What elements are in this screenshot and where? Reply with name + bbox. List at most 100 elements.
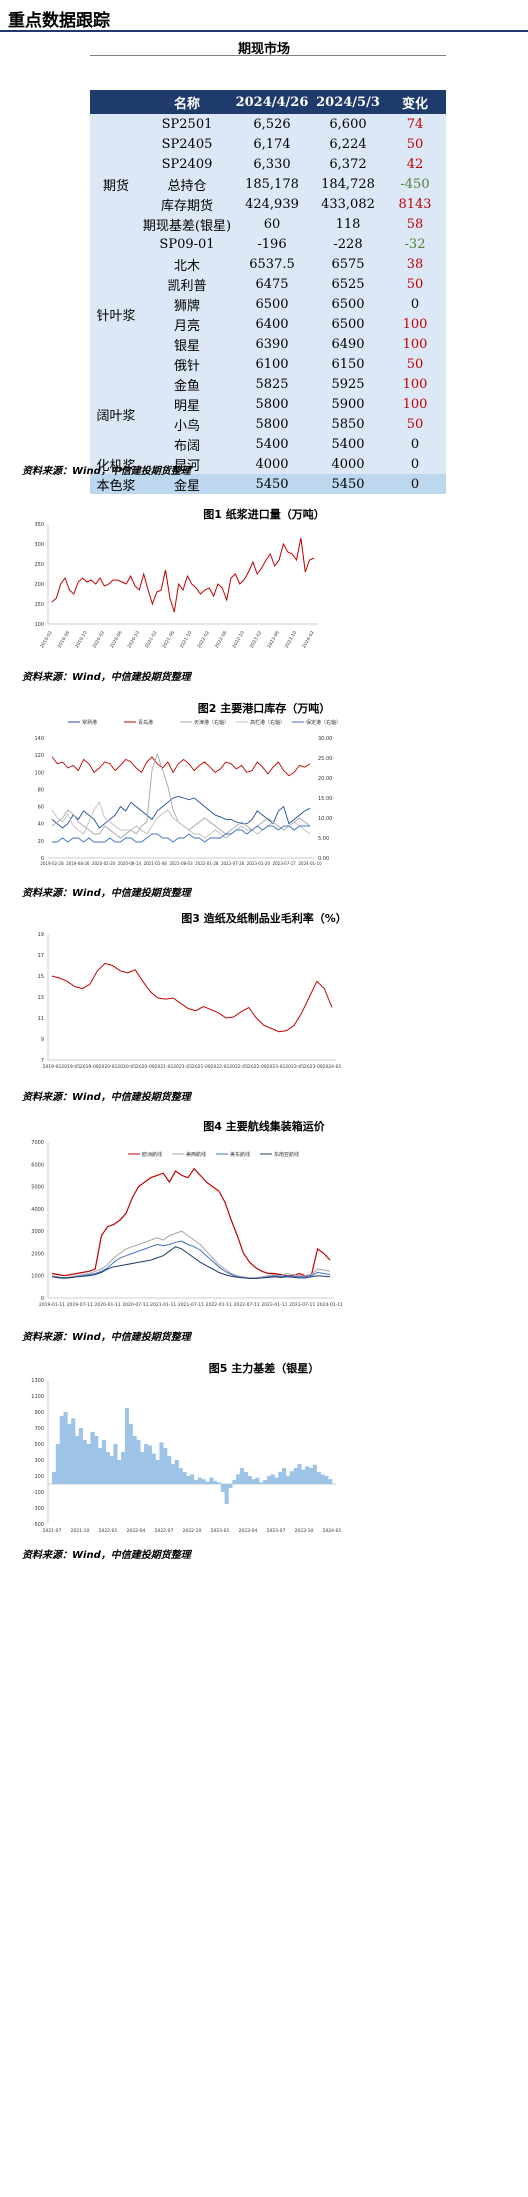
- chart2-left-ytick: 140: [34, 736, 44, 742]
- row-name: 库存期货: [160, 198, 213, 214]
- chart5-bar: [78, 1428, 83, 1484]
- chart5-bar: [67, 1424, 72, 1484]
- chart3-xtick: 2019-01: [43, 1064, 62, 1070]
- chart5-bar: [220, 1484, 225, 1492]
- row-group-label: 化机浆: [96, 458, 136, 474]
- chart1-ytick: 300: [34, 542, 44, 548]
- chart5-title: 图5 主力基差（银星）: [208, 1362, 320, 1375]
- chart4-xtick: 2022-07-11: [234, 1302, 260, 1308]
- chart5-bar: [205, 1481, 210, 1484]
- table-row: 银星 6390 6490 100: [90, 334, 446, 354]
- chart1-xtick: 2021-10: [179, 630, 194, 649]
- table-row: SP09-01 -196 -228 -32: [90, 234, 446, 254]
- page-title: 重点数据跟踪: [8, 11, 110, 31]
- chart5-bar: [52, 1472, 57, 1484]
- chart5-bar: [190, 1474, 195, 1484]
- chart5-bar: [270, 1474, 275, 1484]
- chart3-xtick: 2019-05: [61, 1064, 80, 1070]
- chart3-xtick: 2019-09: [80, 1064, 99, 1070]
- row-value-2: 433,082: [321, 196, 375, 212]
- chart1-title: 图1 纸浆进口量（万吨）: [203, 508, 325, 521]
- row-value-2: 6500: [331, 316, 365, 332]
- chart5-bar: [197, 1477, 202, 1484]
- chart1-xtick: 2021-02: [144, 630, 159, 649]
- chart5-xtick: 2023-07: [267, 1528, 286, 1534]
- table-row: 针叶浆 北木 6537.5 6575 38: [90, 254, 446, 324]
- chart3-ytick: 13: [38, 995, 44, 1001]
- chart5-ytick: -500: [33, 1522, 44, 1528]
- chart2-left-ytick: 120: [34, 753, 44, 759]
- chart1-ytick: 350: [34, 522, 44, 528]
- chart4-ytick: 5000: [31, 1185, 44, 1191]
- chart4-title: 图4 主要航线集装箱运价: [203, 1120, 325, 1133]
- row-change: 100: [402, 336, 428, 352]
- chart3-xtick: 2020-05: [117, 1064, 136, 1070]
- chart5-bar: [121, 1452, 126, 1484]
- row-name: 总持仓: [167, 178, 207, 194]
- chart3-xtick: 2022-05: [229, 1064, 248, 1070]
- chart5-bar: [132, 1436, 137, 1484]
- row-value-1: 6390: [255, 336, 289, 352]
- row-value-2: 4000: [331, 456, 365, 472]
- chart2-legend-label: 保定港（右轴）: [306, 719, 341, 726]
- chart2-plot: 常熟港 青岛港 天津港（右轴） 高栏港（右轴） 保定港（右轴） 140 120 100 80 60…: [34, 719, 341, 866]
- row-value-1: 60: [263, 216, 281, 232]
- chart5-bar: [155, 1460, 160, 1484]
- chart4-ytick: 0: [41, 1296, 44, 1302]
- header-name: 名称: [142, 90, 232, 114]
- table-row: 本色浆 金星 5450 5450 0: [90, 474, 446, 494]
- chart5-bar: [101, 1440, 107, 1484]
- chart4-xtick: 2020-07-11: [122, 1302, 148, 1308]
- chart3-xtick: 2022-01: [211, 1064, 230, 1070]
- row-name: 期现基差(银星): [142, 218, 232, 234]
- futures-table: 名称 2024/4/26 2024/5/3 变化 期货 SP2501 6,526 6,…: [90, 90, 446, 494]
- chart5-bar: [186, 1476, 191, 1484]
- chart2-left-ytick: 0: [41, 856, 44, 862]
- chart1-xtick: 2022-10: [231, 630, 246, 649]
- row-value-1: 5825: [255, 376, 289, 392]
- row-value-1: 6537.5: [249, 256, 295, 272]
- table-row: 俄针 6100 6150 50: [90, 354, 446, 374]
- chart1-xtick: 2023-06: [266, 630, 281, 649]
- chart5-bar: [297, 1464, 302, 1484]
- chart1-xtick: 2020-06: [109, 630, 124, 649]
- row-value-1: 185,178: [245, 176, 299, 192]
- chart2-right-ytick: 15.00: [318, 796, 332, 802]
- row-value-2: 5900: [331, 396, 365, 412]
- chart5-bar: [94, 1436, 99, 1484]
- row-value-2: 6525: [331, 276, 365, 292]
- chart2-legend-label: 青岛港: [138, 719, 153, 726]
- row-name: 布阔: [173, 438, 200, 454]
- row-value-1: 6100: [255, 356, 289, 372]
- chart2-xtick: 2023-01-20: [247, 861, 271, 866]
- row-value-1: 4000: [255, 456, 289, 472]
- chart3-ytick: 7: [41, 1058, 44, 1064]
- chart5-bar: [163, 1448, 168, 1484]
- chart5-bar: [251, 1479, 256, 1484]
- chart4-ytick: 1000: [31, 1274, 44, 1280]
- row-value-1: 5800: [255, 416, 289, 432]
- chart3-title: 图3 造纸及纸制品业毛利率（%）: [181, 912, 347, 925]
- chart5-bar: [109, 1456, 114, 1484]
- chart3-series-line: [51, 962, 333, 1033]
- chart5-bar: [182, 1472, 187, 1484]
- chart5-bar: [144, 1444, 149, 1484]
- chart4-xtick: 2023-07-11: [289, 1302, 315, 1308]
- table-header-row: 名称 2024/4/26 2024/5/3 变化: [90, 90, 446, 114]
- chart4-ytick: 6000: [31, 1162, 44, 1168]
- row-value-1: 6,526: [253, 116, 291, 132]
- table-source: 资料来源：Wind，中信建投期货整理: [22, 466, 191, 477]
- chart5-bar: [278, 1472, 283, 1484]
- chart1-ytick: 100: [34, 622, 44, 628]
- row-name: SP2501: [161, 116, 213, 132]
- chart5-bar: [213, 1480, 218, 1484]
- chart4-legend-label: 东南亚航线: [274, 1151, 299, 1158]
- row-group-label: 阔叶浆: [96, 408, 136, 424]
- row-group-label: 本色浆: [96, 478, 136, 494]
- header-change: 变化: [384, 90, 446, 114]
- chart5-bar: [147, 1445, 153, 1484]
- chart2-xtick: 2019-02-28: [40, 861, 64, 866]
- table-row: 总持仓 185,178 184,728 -450: [90, 174, 446, 194]
- table-rule: [90, 55, 446, 56]
- chart5-bar: [324, 1476, 329, 1484]
